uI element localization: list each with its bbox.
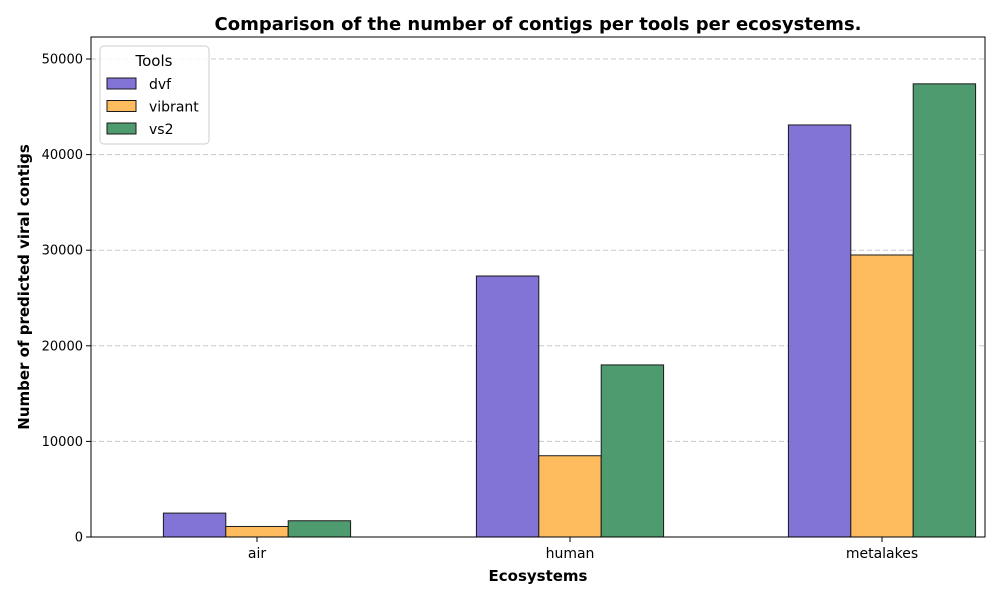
x-tick-label: metalakes bbox=[846, 546, 918, 562]
x-axis-label: Ecosystems bbox=[489, 567, 588, 585]
legend-label-dvf: dvf bbox=[149, 77, 172, 93]
bar-vibrant-human bbox=[538, 455, 602, 538]
legend-label-vs2: vs2 bbox=[149, 122, 174, 138]
bars bbox=[162, 83, 977, 538]
y-tick-label: 10000 bbox=[42, 435, 83, 450]
bar-vs2-human bbox=[600, 364, 665, 538]
y-tick-label: 50000 bbox=[42, 52, 83, 67]
x-tick-label: air bbox=[248, 546, 266, 562]
bar-dvf-air bbox=[162, 512, 227, 538]
y-tick-label: 0 bbox=[75, 531, 83, 546]
bar-vs2-air bbox=[287, 520, 352, 538]
y-axis-label: Number of predicted viral contigs bbox=[15, 144, 33, 430]
x-axis: air human metalakes bbox=[248, 537, 918, 562]
legend-title: Tools bbox=[135, 52, 173, 70]
bar-vibrant-air bbox=[225, 525, 289, 538]
bar-dvf-human bbox=[475, 275, 540, 538]
bar-dvf-metalakes bbox=[787, 124, 852, 538]
legend-swatch-vs2 bbox=[106, 122, 137, 135]
legend-box bbox=[99, 45, 210, 145]
legend-swatch-vibrant bbox=[106, 100, 137, 112]
bar-vs2-metalakes bbox=[912, 83, 977, 538]
chart-title: Comparison of the number of contigs per … bbox=[215, 14, 862, 35]
legend-swatch-dvf bbox=[106, 77, 137, 90]
plot-frame bbox=[90, 36, 986, 538]
y-axis: 0 10000 20000 30000 40000 50000 bbox=[42, 52, 91, 546]
legend: Tools dvf vibrant vs2 bbox=[99, 45, 210, 145]
y-tick-label: 20000 bbox=[42, 339, 83, 354]
legend-label-vibrant: vibrant bbox=[149, 100, 199, 116]
y-tick-label: 40000 bbox=[42, 148, 83, 163]
bar-vibrant-metalakes bbox=[850, 254, 914, 538]
x-tick-label: human bbox=[546, 546, 595, 562]
y-tick-label: 30000 bbox=[42, 244, 83, 259]
